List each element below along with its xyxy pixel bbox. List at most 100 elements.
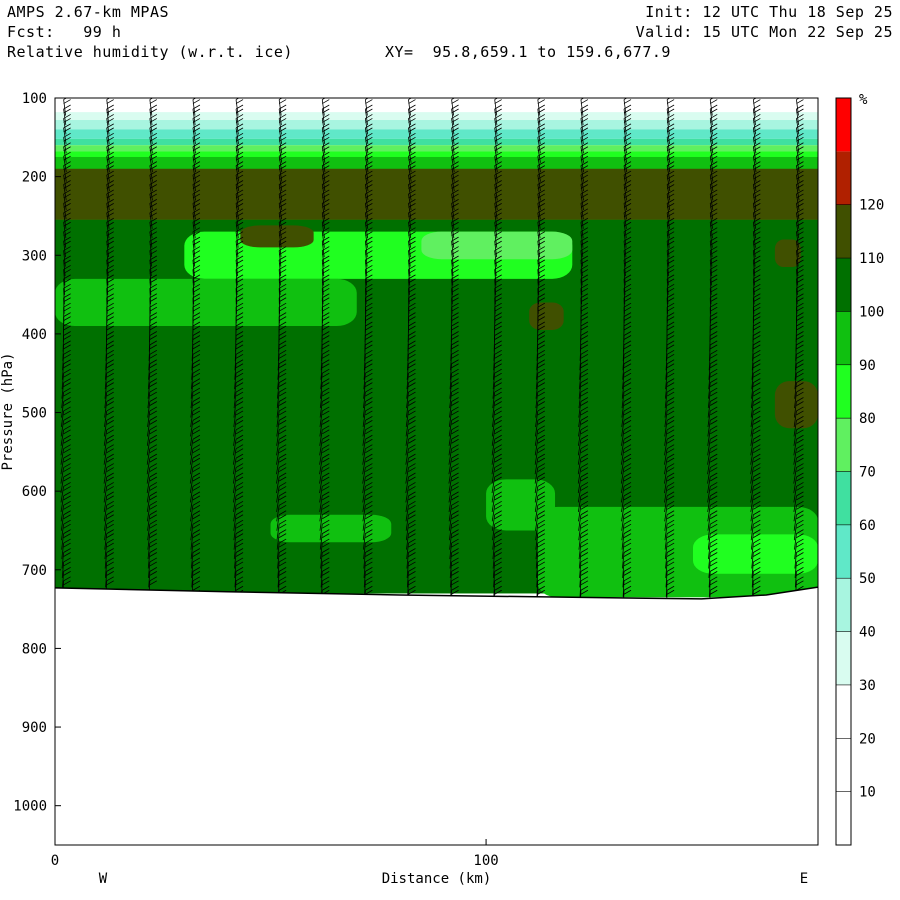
wind-barb (277, 548, 287, 569)
wind-barb (492, 557, 502, 578)
wind-barb (580, 208, 589, 229)
wind-barb (580, 265, 589, 286)
wind-barb (191, 340, 201, 361)
wind-barb (750, 397, 761, 418)
wind-barb (405, 463, 416, 484)
wind-barb (149, 246, 158, 267)
wind-barb (276, 519, 287, 541)
wind-barb (793, 482, 804, 503)
wind-barb (146, 425, 158, 446)
wind-barb (149, 98, 158, 116)
wind-barb (666, 246, 675, 267)
wind-barb (406, 387, 416, 409)
wind-barb (149, 132, 158, 154)
wind-barb (666, 227, 675, 248)
wind-barb (708, 378, 718, 399)
wind-barb (61, 538, 71, 560)
wind-barb (405, 453, 416, 475)
wind-barb (451, 98, 459, 116)
wind-barb (277, 567, 287, 588)
wind-barb (408, 217, 416, 239)
wind-barb (622, 548, 632, 569)
wind-barb (147, 510, 158, 531)
wind-barb (709, 208, 718, 229)
wind-barb (233, 416, 244, 437)
wind-barb (60, 425, 71, 446)
wind-barb (664, 387, 675, 409)
wind-barb (535, 510, 546, 531)
wind-barb (276, 472, 287, 494)
wind-barb (580, 236, 589, 258)
rh-region (692, 534, 818, 574)
wind-barb (579, 567, 589, 588)
wind-barb (190, 538, 201, 560)
wind-barb (623, 151, 632, 173)
wind-barb (750, 463, 761, 484)
wind-barb (752, 246, 761, 267)
wind-barb (190, 425, 201, 446)
wind-barb (233, 434, 244, 456)
wind-barb (408, 199, 416, 220)
wind-barb (234, 548, 244, 569)
wind-barb (362, 406, 373, 428)
wind-barb (449, 529, 459, 550)
wind-barb (276, 463, 287, 484)
wind-barb (536, 349, 546, 371)
wind-barb (623, 114, 632, 135)
colorbar-label: 60 (859, 518, 876, 534)
wind-barb (405, 434, 416, 456)
wind-barb (408, 142, 416, 163)
wind-barb (319, 519, 330, 541)
wind-barb (192, 217, 201, 239)
wind-barb (63, 208, 71, 229)
header-forecast: Fcst: 99 h (7, 23, 122, 41)
wind-barb (276, 434, 287, 456)
wind-barb (491, 510, 502, 531)
wind-barb (451, 151, 459, 173)
wind-barb (793, 397, 804, 418)
x-end-label-west: W (99, 871, 108, 887)
wind-barb (106, 142, 114, 163)
wind-barb (796, 217, 804, 239)
wind-barb (277, 359, 287, 380)
wind-barb (408, 132, 416, 154)
wind-barb (192, 180, 201, 201)
wind-barb (577, 482, 589, 503)
wind-barb (321, 104, 330, 126)
wind-barb (277, 349, 287, 371)
wind-barb (408, 98, 416, 116)
wind-barb (709, 123, 718, 144)
wind-barb (319, 434, 330, 456)
wind-barb (63, 98, 71, 116)
wind-barb (494, 98, 502, 116)
wind-barb (752, 151, 761, 173)
wind-barb (491, 482, 502, 503)
wind-barb (60, 444, 71, 465)
wind-barb (147, 519, 158, 541)
wind-barb (537, 123, 546, 144)
wind-barb (664, 519, 675, 541)
header-valid: Valid: 15 UTC Mon 22 Sep 25 (635, 23, 893, 41)
wind-barb (666, 151, 675, 173)
wind-barb (408, 208, 416, 229)
wind-barb (63, 227, 71, 248)
wind-barb (319, 444, 330, 465)
wind-barb (708, 368, 718, 390)
wind-barb (796, 142, 804, 163)
wind-barb (61, 519, 71, 541)
wind-barb (709, 217, 718, 239)
wind-barb (494, 104, 502, 126)
wind-barb (235, 170, 244, 192)
wind-barb (666, 208, 675, 229)
wind-barb (794, 529, 804, 550)
wind-barb (62, 349, 71, 371)
wind-barb (192, 208, 201, 229)
wind-barb (491, 444, 502, 465)
wind-barb (491, 434, 502, 456)
colorbar-segment (836, 791, 851, 845)
wind-barb (61, 368, 71, 390)
wind-barb (278, 255, 287, 277)
wind-barb (491, 453, 502, 475)
wind-barb (621, 434, 632, 456)
wind-barb (62, 567, 71, 588)
